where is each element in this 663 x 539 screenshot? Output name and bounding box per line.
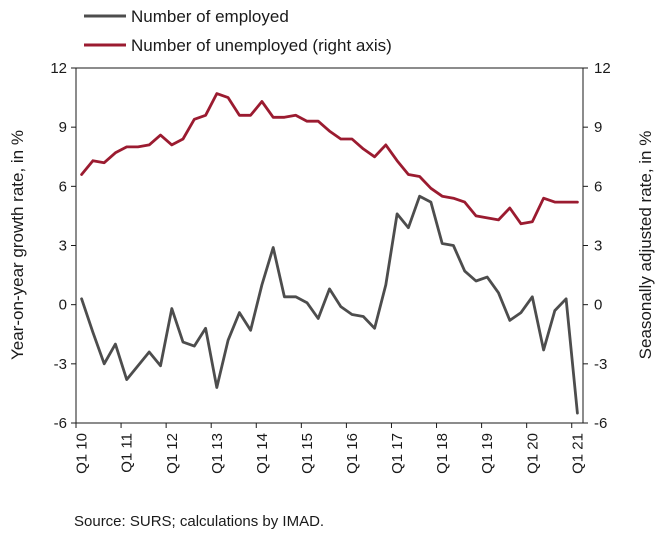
plot-frame xyxy=(75,67,584,424)
x-tick-label: Q1 20 xyxy=(524,433,541,474)
series-line-unemployed xyxy=(80,92,579,226)
legend-label-unemployed: Number of unemployed (right axis) xyxy=(131,36,392,55)
x-tick-label: Q1 11 xyxy=(119,433,136,473)
series-layer xyxy=(80,92,579,415)
source-note: Source: SURS; calculations by IMAD. xyxy=(74,513,325,530)
left-y-axis: 12 9 6 3 0 -3 -6 xyxy=(50,60,76,432)
right-tick-label: -3 xyxy=(594,356,607,373)
left-tick-label: -3 xyxy=(54,356,67,373)
left-tick-label: 6 xyxy=(59,178,67,195)
x-tick-label: Q1 12 xyxy=(164,433,181,474)
right-tick-label: 9 xyxy=(594,119,602,136)
x-tick-label: Q1 14 xyxy=(254,433,271,474)
x-tick-label: Q1 13 xyxy=(209,433,226,474)
x-tick-label: Q1 16 xyxy=(344,433,361,474)
legend-label-employed: Number of employed xyxy=(131,7,289,26)
x-tick-label: Q1 17 xyxy=(389,433,406,474)
x-tick-label: Q1 19 xyxy=(479,433,496,474)
left-tick-label: 12 xyxy=(50,60,67,77)
left-axis-title: Year-on-year growth rate, in % xyxy=(8,130,27,360)
series-line-employed xyxy=(80,194,579,415)
left-tick-label: 3 xyxy=(59,238,67,255)
left-tick-label: 0 xyxy=(59,297,67,314)
x-axis: Q1 10 Q1 11 Q1 12 Q1 13 Q1 14 Q1 15 Q1 16 Q1 17… xyxy=(74,423,586,474)
right-tick-label: 3 xyxy=(594,238,602,255)
right-y-axis: 12 9 6 3 0 -3 -6 xyxy=(583,60,611,432)
left-tick-label: 9 xyxy=(59,119,67,136)
x-tick-label: Q1 21 xyxy=(569,433,586,474)
x-tick-label: Q1 10 xyxy=(74,433,91,474)
left-tick-label: -6 xyxy=(54,415,67,432)
chart-legend: Number of employed Number of unemployed … xyxy=(84,7,392,55)
right-tick-label: 6 xyxy=(594,178,602,195)
right-axis-title: Seasonally adjusted rate, in % xyxy=(636,131,655,360)
right-tick-label: -6 xyxy=(594,415,607,432)
right-tick-label: 12 xyxy=(594,60,611,77)
x-tick-label: Q1 15 xyxy=(299,433,316,474)
x-tick-label: Q1 18 xyxy=(434,433,451,474)
right-tick-label: 0 xyxy=(594,297,602,314)
